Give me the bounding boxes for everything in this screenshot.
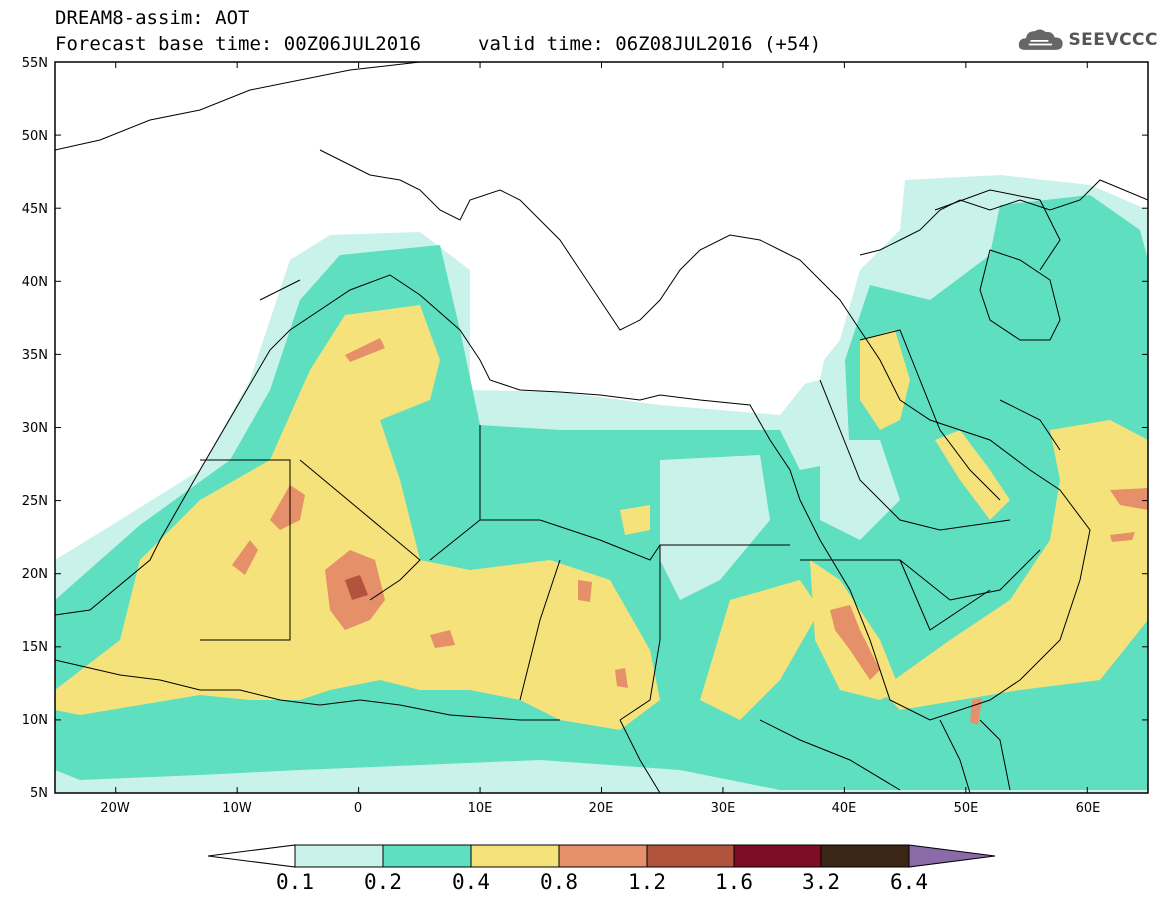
valid-time: valid time: 06Z08JUL2016 (+54) bbox=[478, 33, 822, 55]
colorbar-bin-2 bbox=[382, 844, 472, 868]
aot-field bbox=[55, 175, 1148, 793]
lat-labels: 55N 50N 45N 40N 35N 30N 25N 20N 15N 10N … bbox=[22, 56, 48, 801]
colorbar-label-1-2: 1.2 bbox=[628, 870, 666, 894]
lat-label-45n: 45N bbox=[22, 202, 48, 217]
colorbar-under-arrow bbox=[207, 844, 296, 868]
lat-label-25n: 25N bbox=[22, 494, 48, 509]
map-title: DREAM8-assim: AOT bbox=[55, 7, 250, 29]
lat-label-40n: 40N bbox=[22, 275, 48, 290]
colorbar-bin-1 bbox=[294, 844, 384, 868]
colorbar-label-0-2: 0.2 bbox=[364, 870, 402, 894]
colorbar-over-arrow bbox=[908, 844, 996, 868]
colorbar-bin-5 bbox=[646, 844, 735, 868]
cloud-icon bbox=[1018, 29, 1063, 50]
lon-label-0: 0 bbox=[354, 801, 362, 816]
lon-label-10w: 10W bbox=[222, 801, 252, 816]
lat-label-30n: 30N bbox=[22, 421, 48, 436]
lat-label-15n: 15N bbox=[22, 640, 48, 655]
colorbar-bin-6 bbox=[733, 844, 822, 868]
colorbar-label-1-6: 1.6 bbox=[715, 870, 753, 894]
lon-label-30e: 30E bbox=[711, 801, 736, 816]
lon-label-60e: 60E bbox=[1076, 801, 1101, 816]
lon-label-50e: 50E bbox=[954, 801, 979, 816]
coastlines bbox=[55, 62, 1148, 793]
colorbar bbox=[207, 844, 996, 868]
lon-label-20e: 20E bbox=[589, 801, 614, 816]
lon-label-40e: 40E bbox=[832, 801, 857, 816]
lat-label-10n: 10N bbox=[22, 713, 48, 728]
forecast-base-time: Forecast base time: 00Z06JUL2016 bbox=[55, 33, 422, 55]
colorbar-bin-7 bbox=[820, 844, 910, 868]
lon-label-10e: 10E bbox=[468, 801, 493, 816]
colorbar-bin-3 bbox=[470, 844, 560, 868]
colorbar-bin-4 bbox=[558, 844, 648, 868]
lon-labels: 20W 10W 0 10E 20E 30E 40E 50E 60E bbox=[100, 801, 1100, 816]
colorbar-label-0-1: 0.1 bbox=[276, 870, 314, 894]
lat-label-20n: 20N bbox=[22, 567, 48, 582]
axis-ticks bbox=[55, 61, 1148, 794]
colorbar-label-6-4: 6.4 bbox=[890, 870, 928, 894]
lat-label-55n: 55N bbox=[22, 56, 48, 71]
seevccc-logo: SEEVCCC bbox=[1018, 22, 1158, 58]
lat-label-35n: 35N bbox=[22, 348, 48, 363]
lat-label-5n: 5N bbox=[30, 786, 48, 801]
colorbar-label-3-2: 3.2 bbox=[802, 870, 840, 894]
logo-text: SEEVCCC bbox=[1068, 30, 1158, 50]
colorbar-label-0-8: 0.8 bbox=[540, 870, 578, 894]
colorbar-label-0-4: 0.4 bbox=[452, 870, 490, 894]
lat-label-50n: 50N bbox=[22, 129, 48, 144]
lon-label-20w: 20W bbox=[100, 801, 130, 816]
